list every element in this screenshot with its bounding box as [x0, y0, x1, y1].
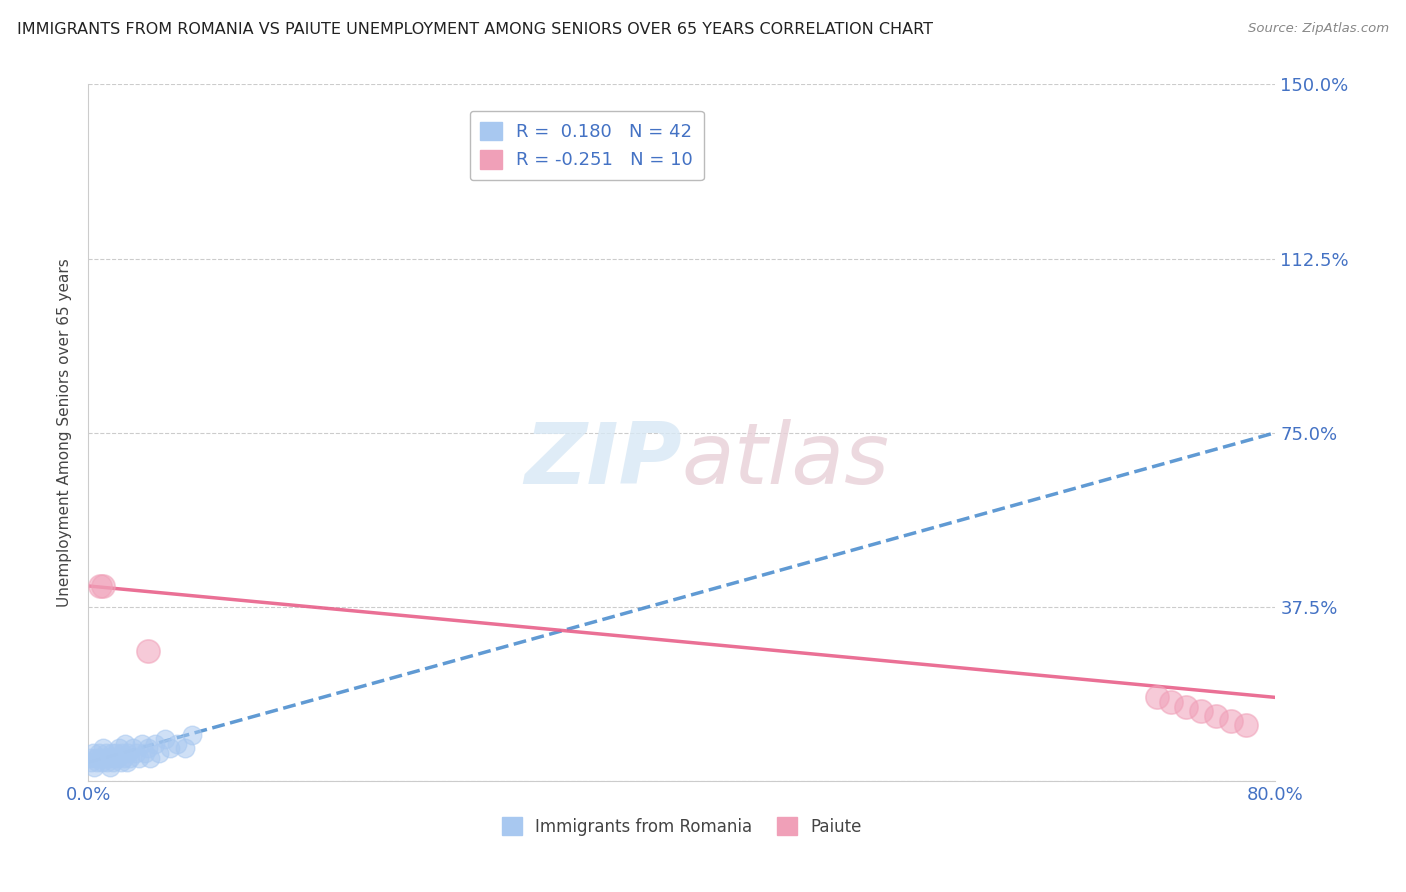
Point: [90, 756, 112, 770]
Point: [104, 750, 127, 764]
Point: [1219, 714, 1241, 728]
Point: [86, 756, 108, 770]
Point: [91, 579, 114, 593]
Point: [166, 737, 188, 751]
Point: [139, 750, 162, 764]
Point: [100, 760, 122, 774]
Point: [181, 727, 204, 741]
Point: [97, 750, 120, 764]
Point: [93, 750, 115, 764]
Y-axis label: Unemployment Among Seniors over 65 years: Unemployment Among Seniors over 65 years: [58, 259, 72, 607]
Point: [134, 746, 156, 760]
Point: [131, 737, 153, 751]
Point: [110, 756, 132, 770]
Point: [118, 750, 141, 764]
Point: [121, 741, 143, 756]
Point: [117, 746, 139, 760]
Point: [94, 746, 117, 760]
Point: [136, 644, 159, 658]
Text: Source: ZipAtlas.com: Source: ZipAtlas.com: [1249, 22, 1389, 36]
Point: [173, 741, 195, 756]
Point: [107, 750, 129, 764]
Point: [1160, 695, 1182, 709]
Text: ZIP: ZIP: [524, 419, 682, 502]
Point: [84, 750, 107, 764]
Point: [80, 756, 103, 770]
Point: [83, 760, 105, 774]
Point: [1146, 690, 1168, 705]
Point: [89, 750, 111, 764]
Point: [1175, 699, 1198, 714]
Point: [112, 750, 135, 764]
Point: [128, 750, 150, 764]
Text: IMMIGRANTS FROM ROMANIA VS PAIUTE UNEMPLOYMENT AMONG SENIORS OVER 65 YEARS CORRE: IMMIGRANTS FROM ROMANIA VS PAIUTE UNEMPL…: [17, 22, 932, 37]
Point: [79, 750, 101, 764]
Text: atlas: atlas: [682, 419, 890, 502]
Point: [105, 746, 128, 760]
Point: [1189, 704, 1212, 718]
Point: [89, 579, 111, 593]
Point: [91, 741, 114, 756]
Point: [136, 741, 159, 756]
Point: [111, 746, 134, 760]
Point: [1234, 718, 1257, 732]
Point: [108, 741, 131, 756]
Point: [155, 732, 177, 747]
Point: [96, 756, 118, 770]
Point: [87, 746, 110, 760]
Point: [124, 746, 146, 760]
Point: [143, 737, 166, 751]
Point: [114, 737, 136, 751]
Point: [101, 746, 124, 760]
Point: [115, 756, 138, 770]
Point: [148, 746, 170, 760]
Legend: Immigrants from Romania, Paiute: Immigrants from Romania, Paiute: [495, 811, 869, 842]
Point: [159, 741, 181, 756]
Point: [103, 756, 125, 770]
Point: [82, 746, 104, 760]
Point: [1205, 709, 1227, 723]
